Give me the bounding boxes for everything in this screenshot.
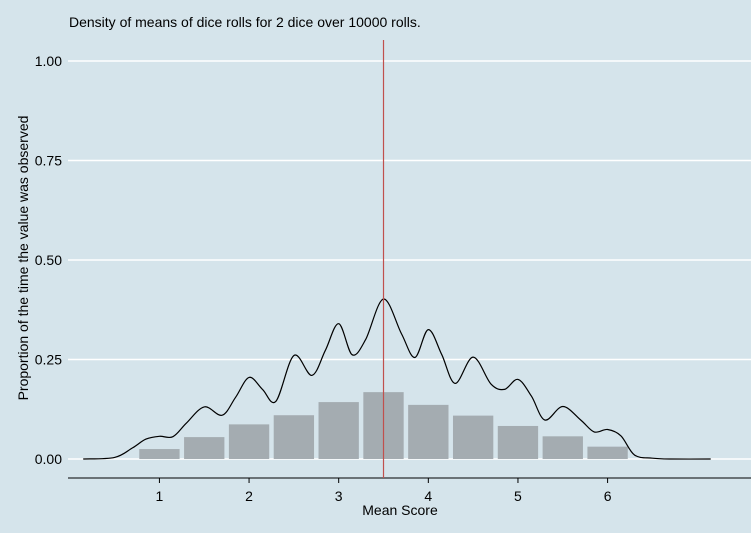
bar bbox=[184, 437, 225, 459]
y-axis-label: Proportion of the time the value was obs… bbox=[15, 115, 31, 401]
bar bbox=[318, 402, 359, 459]
y-tick-label: 0.75 bbox=[35, 153, 62, 169]
x-tick-label: 2 bbox=[245, 488, 253, 504]
x-tick-label: 6 bbox=[604, 488, 612, 504]
x-tick-label: 1 bbox=[156, 488, 164, 504]
bar bbox=[542, 436, 583, 459]
bar bbox=[452, 415, 494, 459]
y-tick-label: 0.50 bbox=[35, 252, 62, 268]
y-tick-label: 0.25 bbox=[35, 352, 62, 368]
density-curve bbox=[83, 298, 711, 460]
x-axis-label: Mean Score bbox=[362, 502, 438, 518]
bar bbox=[408, 404, 449, 459]
bar bbox=[587, 446, 628, 459]
x-tick-label: 3 bbox=[335, 488, 343, 504]
bar bbox=[497, 425, 539, 459]
y-tick-label: 1.00 bbox=[35, 53, 62, 69]
x-tick-label: 5 bbox=[514, 488, 522, 504]
bar bbox=[139, 449, 180, 459]
bar bbox=[273, 415, 315, 459]
x-tick-label: 4 bbox=[424, 488, 432, 504]
bar bbox=[228, 424, 270, 459]
chart-title: Density of means of dice rolls for 2 dic… bbox=[69, 14, 421, 30]
y-tick-label: 0.00 bbox=[35, 451, 62, 467]
